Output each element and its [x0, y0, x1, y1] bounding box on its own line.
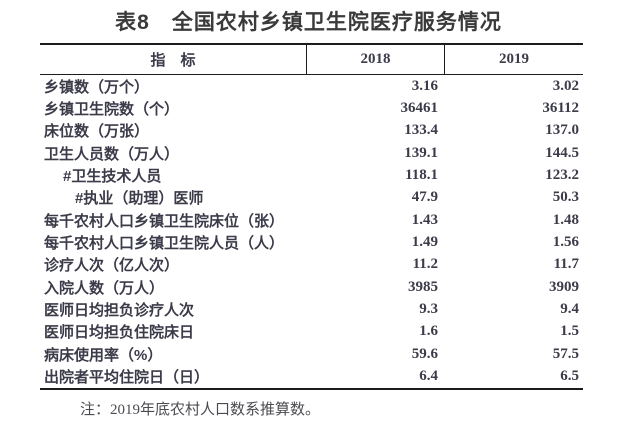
row-value-2019: 1.56 [552, 234, 579, 251]
row-value-2019: 3.02 [552, 77, 579, 94]
row-label: 病床使用率（%） [44, 346, 163, 364]
row-value-2019: 6.5 [560, 368, 579, 385]
row-value-2018: 133.4 [404, 122, 438, 139]
row-label: 床位数（万张） [44, 123, 150, 141]
table-row: #卫生技术人员 118.1 123.2 [40, 164, 583, 186]
row-value-2018: 47.9 [411, 189, 438, 206]
table-row: 病床使用率（%） 59.6 57.5 [40, 343, 583, 365]
header-year-2018: 2018 [306, 45, 444, 74]
table-row: 每千农村人口乡镇卫生院床位（张） 1.43 1.48 [40, 209, 583, 231]
row-label: #执业（助理）医师 [75, 190, 204, 208]
row-label: 医师日均担负住院床日 [44, 324, 195, 342]
row-value-2018: 36461 [400, 100, 439, 117]
table-footnote: 注：2019年底农村人口数系推算数。 [80, 402, 321, 418]
row-value-2019: 144.5 [545, 144, 579, 161]
row-value-2018: 3.16 [411, 77, 438, 94]
row-value-2019: 11.7 [553, 256, 579, 273]
table-row: 入院人数（万人） 3985 3909 [40, 276, 583, 298]
row-value-2018: 6.4 [419, 368, 438, 385]
table-body: 乡镇数（万个） 3.16 3.02 乡镇卫生院数（个） 36461 36112 … [40, 75, 583, 390]
row-value-2018: 1.49 [411, 234, 438, 251]
row-value-2018: 139.1 [404, 144, 438, 161]
row-label: 卫生人员数（万人） [44, 145, 180, 163]
row-value-2018: 9.3 [419, 301, 438, 318]
table-row: #执业（助理）医师 47.9 50.3 [40, 187, 583, 209]
row-value-2019: 1.5 [560, 323, 579, 340]
table-row: 乡镇卫生院数（个） 36461 36112 [40, 97, 583, 119]
table-header-row: 指 标 2018 2019 [40, 43, 583, 75]
table-row: 卫生人员数（万人） 139.1 144.5 [40, 142, 583, 164]
row-label: 入院人数（万人） [44, 279, 165, 297]
row-value-2019: 3909 [549, 278, 579, 295]
row-value-2018: 3985 [408, 278, 438, 295]
table-row: 医师日均担负住院床日 1.6 1.5 [40, 321, 583, 343]
table-row: 床位数（万张） 133.4 137.0 [40, 120, 583, 142]
header-indicator: 指 标 [150, 52, 196, 69]
row-label: 乡镇卫生院数（个） [44, 101, 180, 119]
row-value-2019: 123.2 [545, 167, 579, 184]
row-value-2018: 1.6 [419, 323, 438, 340]
header-year-2019: 2019 [444, 45, 583, 74]
table-row: 每千农村人口乡镇卫生院人员（人） 1.49 1.56 [40, 231, 583, 253]
row-label: 乡镇数（万个） [44, 78, 150, 96]
table-row: 医师日均担负诊疗人次 9.3 9.4 [40, 298, 583, 320]
row-value-2019: 137.0 [545, 122, 579, 139]
table-row: 诊疗人次（亿人次） 11.2 11.7 [40, 254, 583, 276]
row-label: 诊疗人次（亿人次） [44, 257, 180, 275]
row-value-2018: 11.2 [412, 256, 438, 273]
row-value-2019: 36112 [542, 100, 579, 117]
statistics-table: 指 标 2018 2019 乡镇数（万个） 3.16 3.02 乡镇卫生院数（个… [40, 43, 583, 390]
table-row: 出院者平均住院日（日） 6.4 6.5 [40, 365, 583, 387]
row-value-2019: 9.4 [560, 301, 579, 318]
table-row: 乡镇数（万个） 3.16 3.02 [40, 75, 583, 97]
row-label: 出院者平均住院日（日） [44, 369, 210, 387]
row-label: 每千农村人口乡镇卫生院人员（人） [44, 235, 285, 253]
row-value-2018: 118.1 [405, 167, 438, 184]
row-label: 每千农村人口乡镇卫生院床位（张） [44, 212, 285, 230]
row-value-2019: 1.48 [552, 211, 579, 228]
row-value-2019: 50.3 [552, 189, 579, 206]
row-value-2018: 59.6 [411, 345, 438, 362]
row-label: 医师日均担负诊疗人次 [44, 302, 195, 320]
table-title: 表8 全国农村乡镇卫生院医疗服务情况 [115, 11, 502, 34]
row-label: #卫生技术人员 [63, 168, 162, 186]
row-value-2019: 57.5 [552, 345, 579, 362]
row-value-2018: 1.43 [411, 211, 438, 228]
